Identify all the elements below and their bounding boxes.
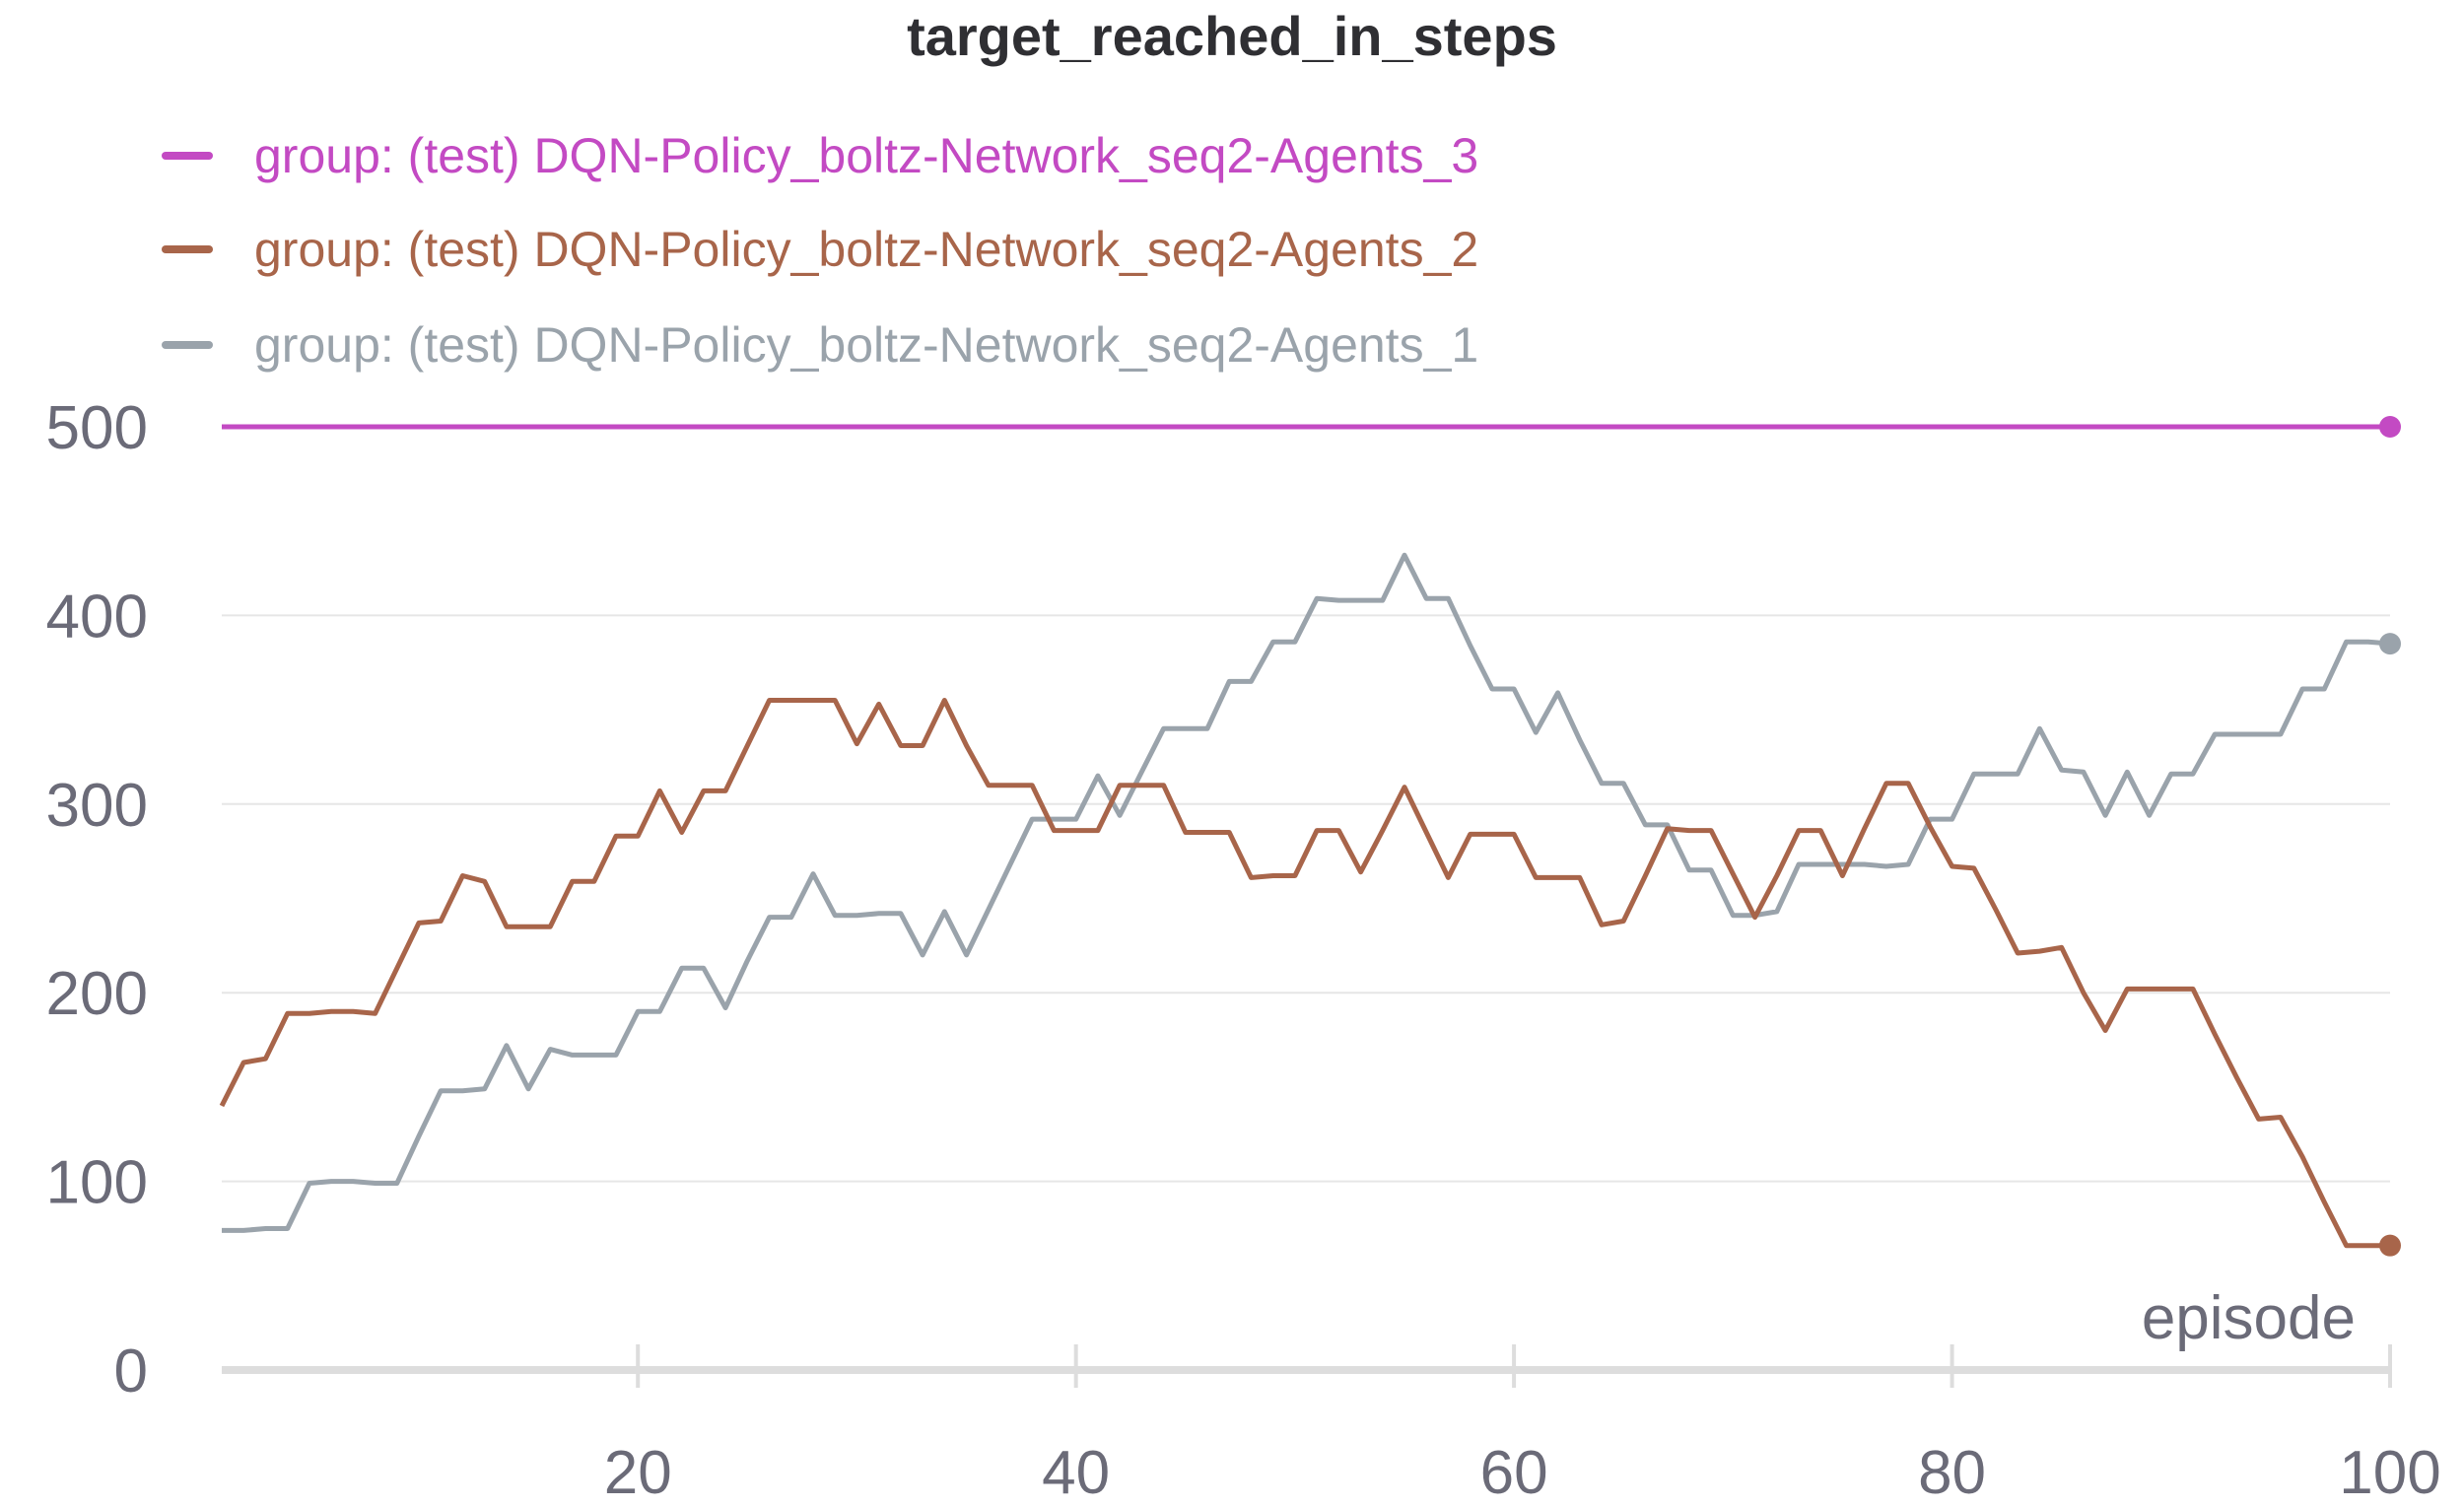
- y-tick-label: 0: [114, 1337, 148, 1405]
- x-tick-label: 60: [1480, 1439, 1548, 1507]
- series-line: [222, 552, 2391, 1233]
- x-tick-label: 20: [604, 1439, 672, 1507]
- legend-entry: group: (test) DQN-Policy_boltz-Network_s…: [254, 128, 1478, 183]
- y-tick-label: 300: [46, 772, 148, 840]
- x-tick-label: 40: [1042, 1439, 1110, 1507]
- plot-area: [219, 416, 2401, 1257]
- y-tick-label: 200: [46, 960, 148, 1028]
- grid-lines: [222, 426, 2390, 1183]
- x-tick-label: 80: [1918, 1439, 1986, 1507]
- series-endpoint: [2379, 1234, 2401, 1257]
- y-tick-label: 500: [46, 394, 148, 462]
- y-tick-label: 400: [46, 583, 148, 651]
- x-tick-label: 100: [2339, 1439, 2440, 1507]
- legend-entry: group: (test) DQN-Policy_boltz-Network_s…: [254, 222, 1478, 277]
- series-line: [219, 698, 2390, 1249]
- legend-entry: group: (test) DQN-Policy_boltz-Network_s…: [254, 317, 1478, 373]
- y-axis: 0 100 200 300 400 500: [46, 394, 148, 1405]
- chart-title: target_reached_in_steps: [907, 5, 1557, 67]
- x-axis-label: episode: [2142, 1284, 2356, 1352]
- x-axis: 20 40 60 80 100: [222, 1344, 2441, 1507]
- series-endpoint: [2379, 633, 2401, 655]
- series-endpoint: [2379, 416, 2401, 438]
- legend: group: (test) DQN-Policy_boltz-Network_s…: [162, 128, 1478, 373]
- y-tick-label: 100: [46, 1149, 148, 1217]
